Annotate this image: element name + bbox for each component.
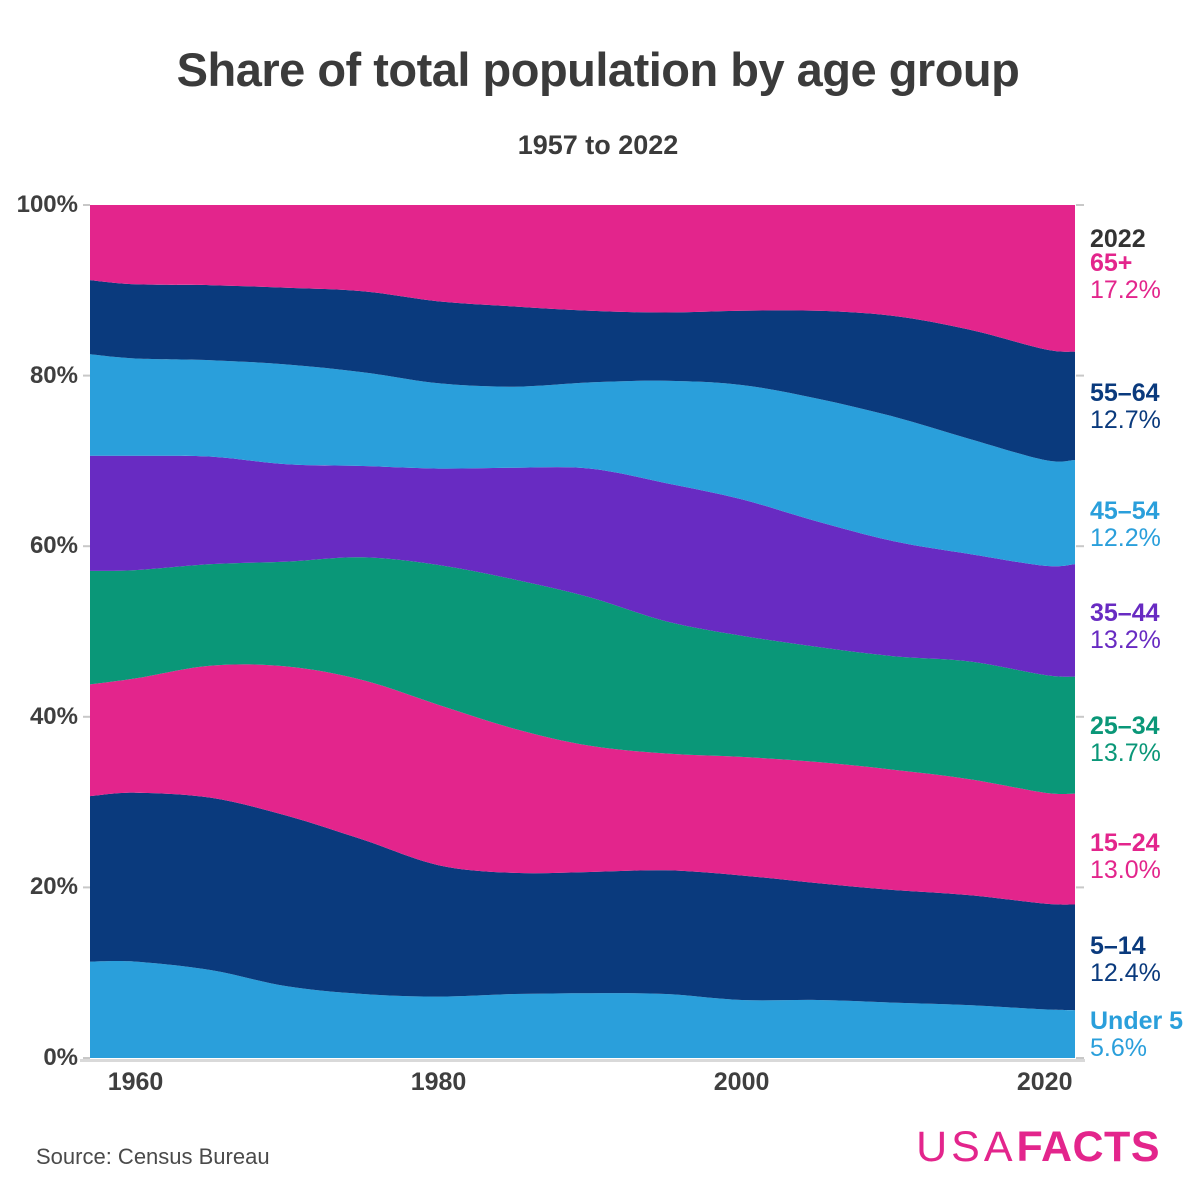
area-band-35-44 bbox=[90, 455, 1075, 677]
legend-value-label: 5.6% bbox=[1090, 1034, 1147, 1062]
legend-group-label: 5–14 bbox=[1090, 932, 1146, 960]
chart-subtitle: 1957 to 2022 bbox=[517, 130, 679, 160]
legend-value-label: 17.2% bbox=[1090, 276, 1161, 304]
y-axis-tick-label: 0% bbox=[43, 1044, 78, 1071]
legend-group-label: 55–64 bbox=[1090, 379, 1160, 407]
area-band-5-14 bbox=[90, 792, 1075, 1011]
legend-entry: 15–24 13.0% bbox=[1090, 830, 1161, 884]
x-axis-tick-label: 1960 bbox=[107, 1068, 164, 1096]
legend-value-label: 13.7% bbox=[1090, 739, 1161, 767]
legend-value-label: 13.0% bbox=[1090, 856, 1161, 884]
source-attribution: Source: Census Bureau bbox=[36, 1144, 270, 1169]
legend-entry: 5–14 12.4% bbox=[1090, 933, 1161, 987]
usafacts-logo-usa: USA bbox=[916, 1123, 1017, 1171]
y-axis-tick-label: 80% bbox=[29, 361, 78, 389]
legend-entry: 55–64 12.7% bbox=[1090, 380, 1161, 434]
area-band-15-24 bbox=[90, 664, 1075, 905]
area-band-under-5 bbox=[90, 960, 1075, 1058]
legend-value-label: 12.7% bbox=[1090, 406, 1161, 434]
y-axis-tick-label: 60% bbox=[29, 532, 78, 560]
chart-title: Share of total population by age group bbox=[176, 43, 1020, 96]
legend-entry: Under 5 5.6% bbox=[1090, 1008, 1183, 1062]
x-axis-tick-label: 1980 bbox=[410, 1068, 467, 1096]
legend-entry: 25–34 13.7% bbox=[1090, 713, 1161, 767]
legend-year-label: 2022 bbox=[1090, 225, 1146, 253]
area-band-55-64 bbox=[90, 280, 1075, 462]
usafacts-logo: USAFACTS bbox=[916, 1124, 1160, 1170]
legend-group-label: 45–54 bbox=[1090, 497, 1160, 525]
y-axis-tick-label: 40% bbox=[29, 702, 78, 730]
legend-group-label: 25–34 bbox=[1090, 712, 1160, 740]
x-axis-tick-label: 2000 bbox=[713, 1068, 770, 1096]
legend-value-label: 12.4% bbox=[1090, 959, 1161, 987]
legend-value-label: 12.2% bbox=[1090, 524, 1161, 552]
legend-group-label: 35–44 bbox=[1090, 599, 1160, 627]
y-axis-tick-label: 20% bbox=[29, 873, 78, 901]
legend-entry: 65+ 17.2% bbox=[1090, 250, 1161, 304]
area-band-25-34 bbox=[90, 557, 1075, 794]
legend-group-label: 15–24 bbox=[1090, 829, 1160, 857]
usafacts-logo-facts: FACTS bbox=[1016, 1123, 1160, 1171]
area-band-65- bbox=[90, 205, 1075, 352]
legend-entry: 35–44 13.2% bbox=[1090, 600, 1161, 654]
legend-entry: 45–54 12.2% bbox=[1090, 498, 1161, 552]
legend-group-label: 65+ bbox=[1090, 249, 1133, 277]
x-axis-tick-label: 2020 bbox=[1016, 1068, 1073, 1096]
legend-group-label: Under 5 bbox=[1090, 1007, 1184, 1035]
y-axis-tick-label: 100% bbox=[16, 191, 78, 218]
area-band-45-54 bbox=[90, 354, 1075, 567]
stacked-area-chart bbox=[80, 204, 1085, 1062]
legend-value-label: 13.2% bbox=[1090, 626, 1161, 654]
